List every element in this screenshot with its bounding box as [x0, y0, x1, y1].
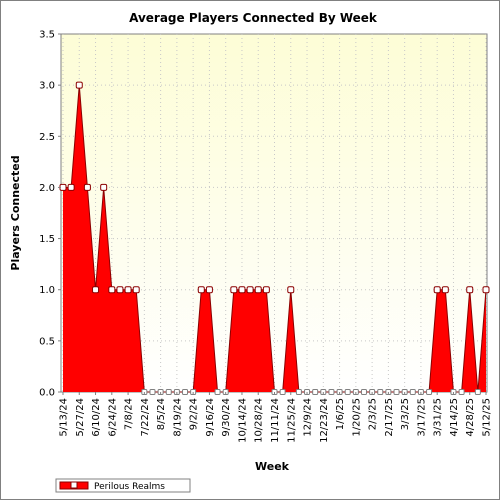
data-point: [108, 286, 116, 294]
x-tick-label: 5/12/25: [482, 398, 493, 437]
x-tick-label: 2/3/25: [368, 398, 379, 430]
grid: [61, 34, 487, 392]
x-tick-label: 7/8/24: [124, 398, 135, 430]
data-point: [360, 389, 367, 395]
legend-marker: [70, 481, 78, 489]
data-point: [458, 389, 465, 395]
x-axis-label: Week: [255, 460, 290, 473]
x-axis-ticks: 5/13/24 5/27/24 6/10/24 6/24/24 7/8/24 7/22/2…: [59, 392, 493, 443]
x-tick-label: 12/9/24: [303, 398, 314, 437]
x-tick-label: 2/17/25: [384, 398, 395, 437]
data-point: [165, 389, 172, 395]
x-tick-label: 3/31/25: [433, 398, 444, 437]
data-point: [205, 286, 213, 294]
data-point: [197, 286, 205, 294]
data-point: [344, 389, 351, 395]
data-point: [279, 389, 286, 395]
y-tick-label: 2.5: [39, 132, 55, 143]
data-point: [214, 389, 221, 395]
x-tick-label: 4/28/25: [465, 398, 476, 437]
x-tick-label: 7/22/24: [140, 398, 151, 437]
data-point: [474, 389, 481, 395]
x-tick-label: 9/2/24: [189, 398, 200, 430]
data-point: [328, 389, 335, 395]
x-tick-label: 1/20/25: [351, 398, 362, 437]
data-point: [67, 183, 75, 191]
series-area-fill: [63, 85, 486, 393]
y-axis-label: Players Connected: [9, 155, 22, 270]
data-point: [230, 286, 238, 294]
data-point: [238, 286, 246, 294]
x-tick-label: 8/19/24: [172, 398, 183, 437]
y-tick-label: 3.0: [39, 81, 55, 92]
x-tick-label: 6/10/24: [91, 398, 102, 437]
data-point: [433, 286, 441, 294]
data-point: [426, 389, 433, 395]
y-tick-label: 1.5: [39, 234, 55, 245]
data-point: [377, 389, 384, 395]
legend-label: Perilous Realms: [94, 482, 165, 492]
y-tick-label: 0.5: [39, 336, 55, 347]
legend: Perilous Realms: [55, 478, 191, 493]
data-point: [124, 286, 132, 294]
x-tick-label: 11/11/24: [270, 398, 281, 443]
y-tick-label: 1.0: [39, 285, 55, 296]
data-point: [75, 81, 83, 89]
data-point: [441, 286, 449, 294]
data-point: [287, 286, 295, 294]
x-tick-label: 9/16/24: [205, 398, 216, 437]
data-point: [409, 389, 416, 395]
x-tick-label: 3/3/25: [400, 398, 411, 430]
x-tick-label: 9/30/24: [221, 398, 232, 437]
data-point: [466, 286, 474, 294]
data-point: [262, 286, 270, 294]
data-point: [83, 183, 91, 191]
y-tick-label: 3.5: [39, 30, 55, 41]
data-point: [100, 183, 108, 191]
data-point: [482, 286, 490, 294]
y-tick-label: 0.0: [39, 388, 55, 399]
data-point: [149, 389, 156, 395]
x-tick-label: 11/25/24: [286, 398, 297, 443]
y-axis-ticks: 0.0 0.5 1.0 1.5 2.0 2.5 3.0 3.5: [39, 30, 61, 399]
x-tick-label: 12/23/24: [319, 398, 330, 443]
data-point: [312, 389, 319, 395]
data-point: [393, 389, 400, 395]
legend-box: [55, 478, 191, 493]
data-point: [295, 389, 302, 395]
x-tick-label: 5/27/24: [75, 398, 86, 437]
data-point: [92, 286, 100, 294]
data-point: [116, 286, 124, 294]
data-point: [246, 286, 254, 294]
data-point: [132, 286, 140, 294]
x-tick-label: 10/14/24: [237, 398, 248, 443]
x-tick-label: 8/5/24: [156, 398, 167, 430]
x-tick-label: 6/24/24: [107, 398, 118, 437]
x-tick-label: 10/28/24: [254, 398, 265, 443]
x-tick-label: 3/17/25: [416, 398, 427, 437]
data-point: [254, 286, 262, 294]
x-tick-label: 5/13/24: [59, 398, 70, 437]
x-tick-label: 1/6/25: [335, 398, 346, 430]
chart-title: Average Players Connected By Week: [129, 11, 378, 25]
y-tick-label: 2.0: [39, 183, 55, 194]
data-point: [182, 389, 189, 395]
x-tick-label: 4/14/25: [449, 398, 460, 437]
